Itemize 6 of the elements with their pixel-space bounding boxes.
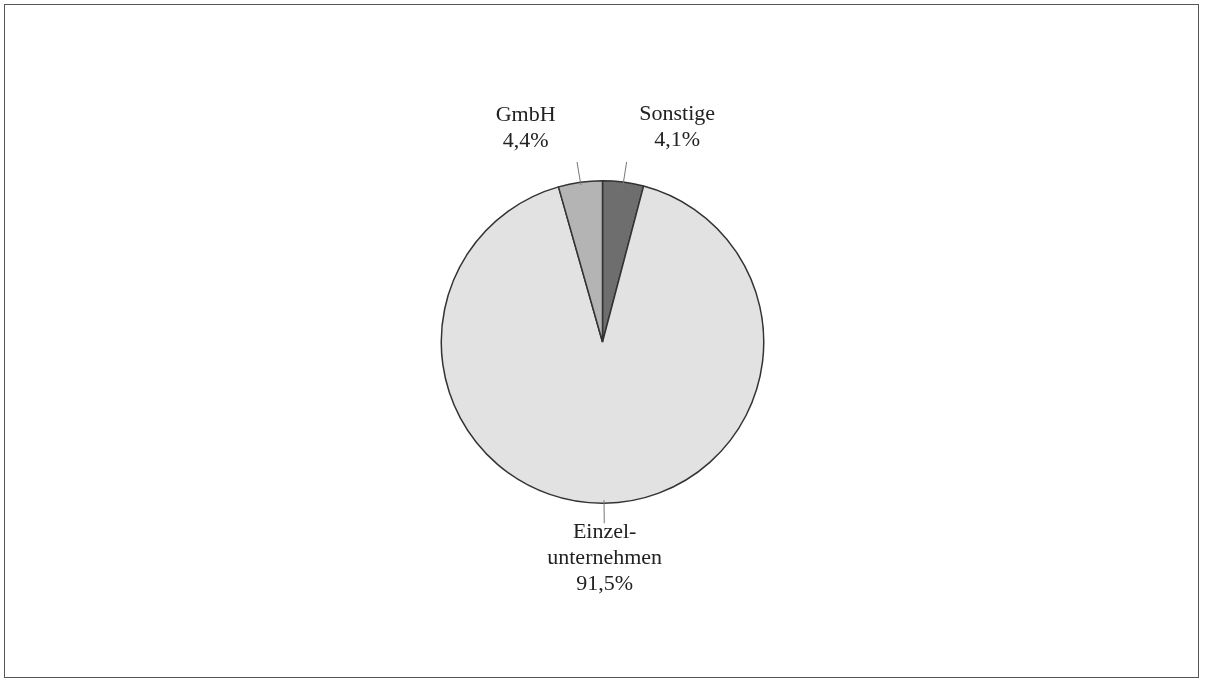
slice-label: GmbH — [495, 100, 556, 126]
data-label: 4,4% — [502, 126, 549, 152]
data-label: 4,1% — [654, 126, 701, 152]
data-label: 91,5% — [576, 570, 634, 596]
slice-label: Einzel-unternehmen — [547, 518, 663, 570]
slice-label: Sonstige — [639, 100, 716, 126]
